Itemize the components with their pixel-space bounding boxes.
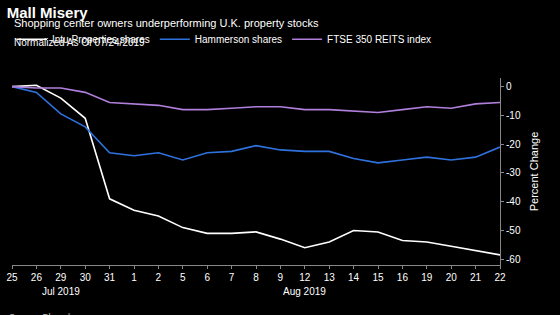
svg-text:14: 14 bbox=[348, 272, 360, 283]
svg-text:12: 12 bbox=[299, 272, 311, 283]
svg-text:7: 7 bbox=[229, 272, 235, 283]
svg-text:FTSE 350 REITS index: FTSE 350 REITS index bbox=[327, 34, 431, 45]
svg-text:-40: -40 bbox=[506, 196, 521, 207]
svg-text:26: 26 bbox=[31, 272, 43, 283]
svg-text:8: 8 bbox=[253, 272, 259, 283]
svg-text:Jul 2019: Jul 2019 bbox=[42, 286, 80, 297]
svg-text:22: 22 bbox=[494, 272, 506, 283]
svg-text:6: 6 bbox=[204, 272, 210, 283]
svg-text:29: 29 bbox=[55, 272, 67, 283]
svg-text:0: 0 bbox=[506, 81, 512, 92]
svg-text:30: 30 bbox=[80, 272, 92, 283]
svg-text:19: 19 bbox=[421, 272, 433, 283]
svg-text:Source: Bloomberg: Source: Bloomberg bbox=[9, 312, 86, 315]
svg-text:Normalized As Of 07/24/2019: Normalized As Of 07/24/2019 bbox=[14, 37, 145, 48]
svg-text:31: 31 bbox=[104, 272, 116, 283]
svg-text:20: 20 bbox=[446, 272, 458, 283]
svg-text:-10: -10 bbox=[506, 110, 521, 121]
svg-text:13: 13 bbox=[324, 272, 336, 283]
svg-text:-30: -30 bbox=[506, 167, 521, 178]
svg-text:5: 5 bbox=[180, 272, 186, 283]
svg-text:Hammerson shares: Hammerson shares bbox=[195, 34, 282, 45]
svg-text:2: 2 bbox=[156, 272, 162, 283]
svg-text:1: 1 bbox=[131, 272, 137, 283]
svg-text:-50: -50 bbox=[506, 225, 521, 236]
svg-text:25: 25 bbox=[6, 272, 18, 283]
svg-text:Mall Misery: Mall Misery bbox=[7, 4, 89, 21]
svg-text:15: 15 bbox=[372, 272, 384, 283]
svg-text:-20: -20 bbox=[506, 139, 521, 150]
svg-text:Aug 2019: Aug 2019 bbox=[283, 286, 326, 297]
svg-text:16: 16 bbox=[397, 272, 409, 283]
svg-text:Intu Properties shares: Intu Properties shares bbox=[52, 34, 150, 45]
svg-text:Percent Change: Percent Change bbox=[528, 132, 540, 212]
svg-text:-60: -60 bbox=[506, 254, 521, 265]
svg-text:Shopping center owners underpe: Shopping center owners underperforming U… bbox=[14, 17, 319, 29]
svg-text:9: 9 bbox=[278, 272, 284, 283]
svg-text:21: 21 bbox=[470, 272, 482, 283]
